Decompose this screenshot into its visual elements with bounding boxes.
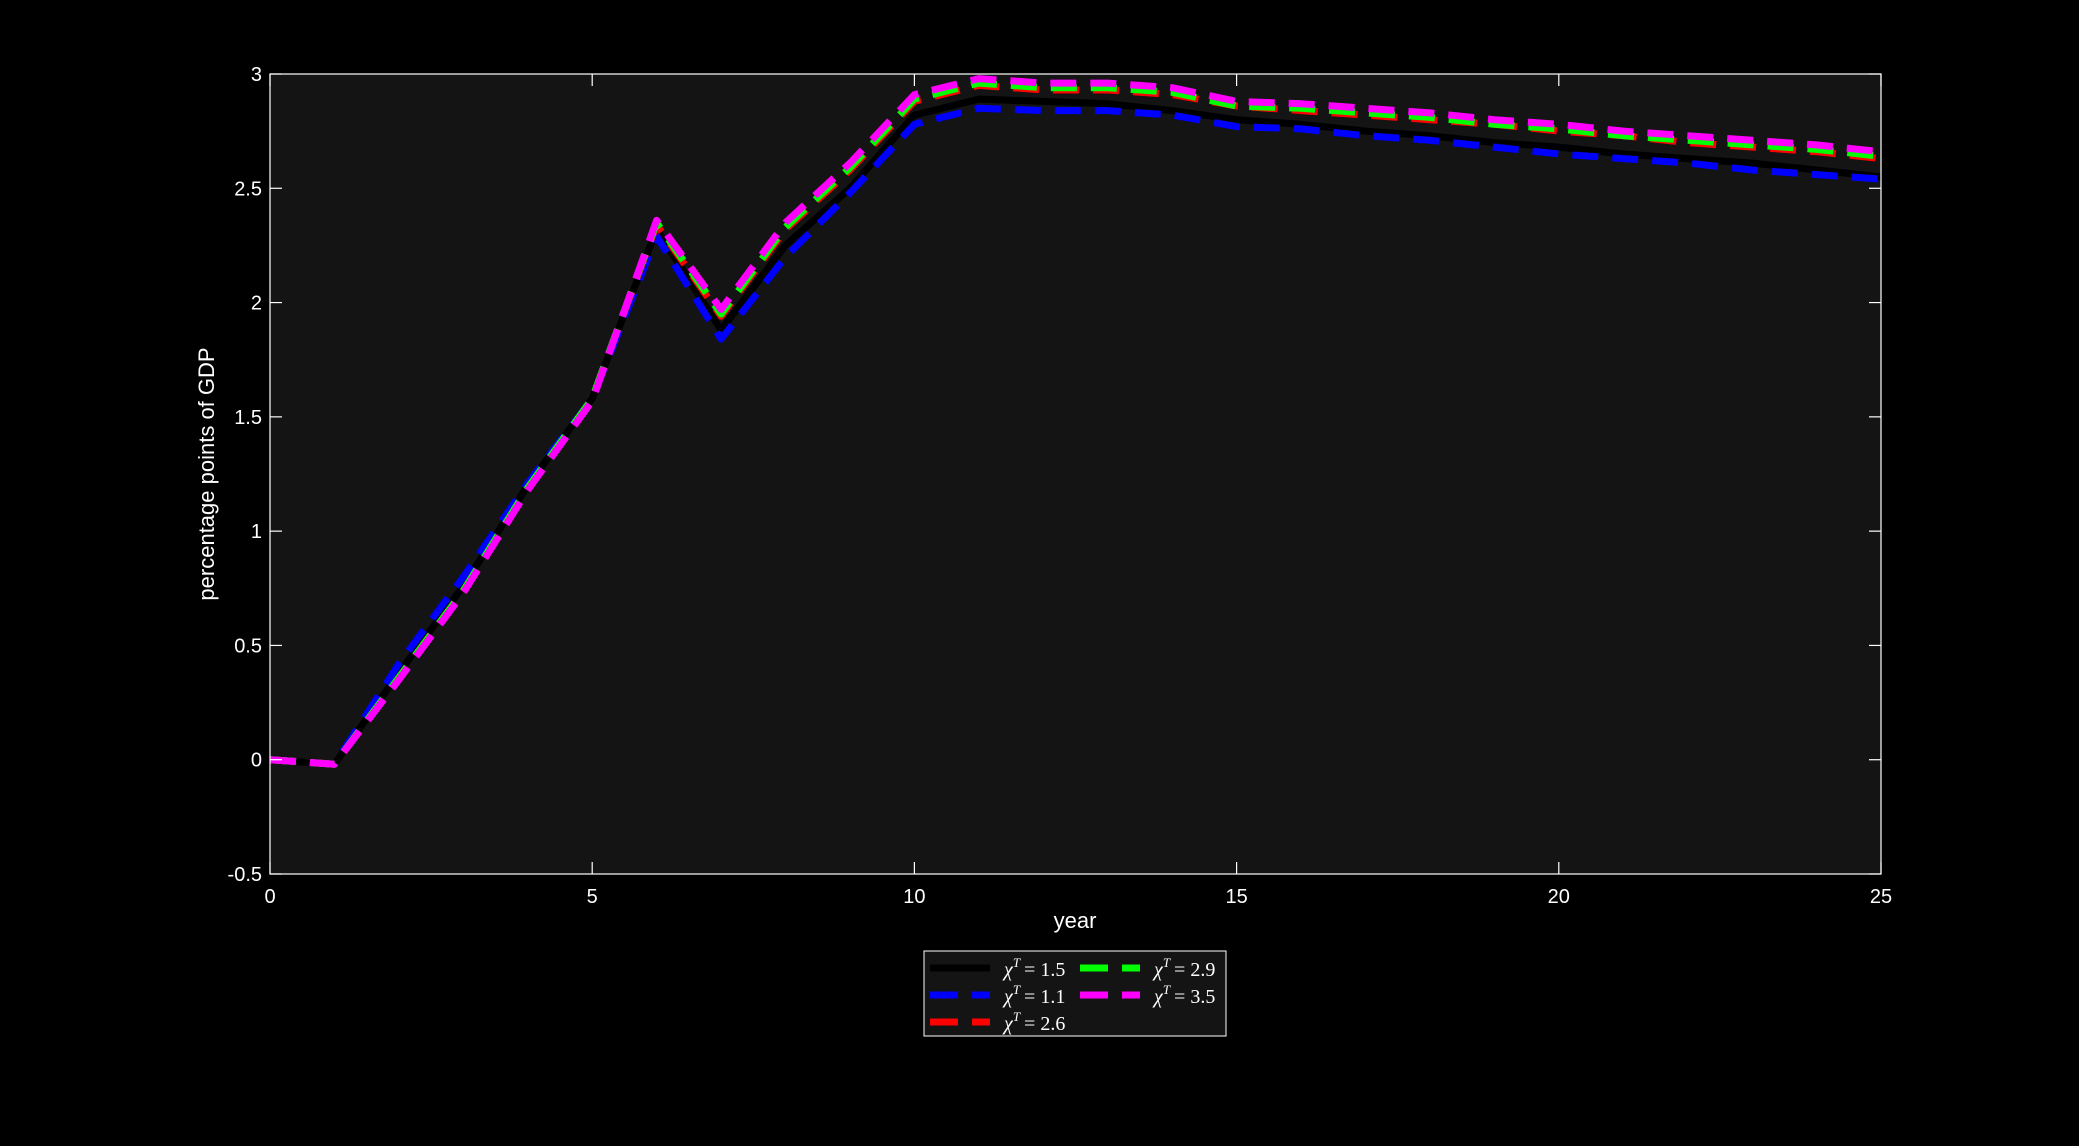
y-tick-label: -0.5 — [228, 864, 262, 886]
y-tick-label: 2.5 — [234, 178, 262, 200]
legend-label-3: χT = 2.9 — [1152, 955, 1215, 981]
y-tick-label: 3 — [251, 64, 262, 86]
y-tick-label: 1 — [251, 521, 262, 543]
legend-label-4: χT = 3.5 — [1152, 982, 1215, 1008]
legend-label-0: χT = 1.5 — [1002, 955, 1065, 981]
x-tick-label: 15 — [1225, 886, 1247, 908]
legend-label-2: χT = 2.6 — [1002, 1009, 1065, 1035]
y-tick-label: 1.5 — [234, 407, 262, 429]
legend-label-1: χT = 1.1 — [1002, 982, 1065, 1008]
x-tick-label: 0 — [264, 886, 275, 908]
y-tick-label: 2 — [251, 293, 262, 315]
x-tick-label: 25 — [1870, 886, 1892, 908]
x-axis-label: year — [1054, 908, 1097, 933]
series-layer — [269, 75, 1882, 768]
plot-area — [270, 74, 1881, 874]
y-tick-label: 0 — [251, 750, 262, 772]
x-tick-label: 20 — [1548, 886, 1570, 908]
x-tick-label: 5 — [587, 886, 598, 908]
x-tick-label: 10 — [903, 886, 925, 908]
axes-layer: 0 5 10 15 20 25-0.500.511.522.53 — [228, 64, 1893, 908]
axes-box — [269, 73, 1882, 875]
series-line-4 — [269, 75, 1882, 768]
y-axis-label: percentage points of GDP — [194, 347, 219, 600]
legend: χT = 1.5χT = 1.1χT = 2.6 χT = 2.9χT = 3.5 — [923, 950, 1227, 1037]
y-tick-label: 0.5 — [234, 635, 262, 657]
